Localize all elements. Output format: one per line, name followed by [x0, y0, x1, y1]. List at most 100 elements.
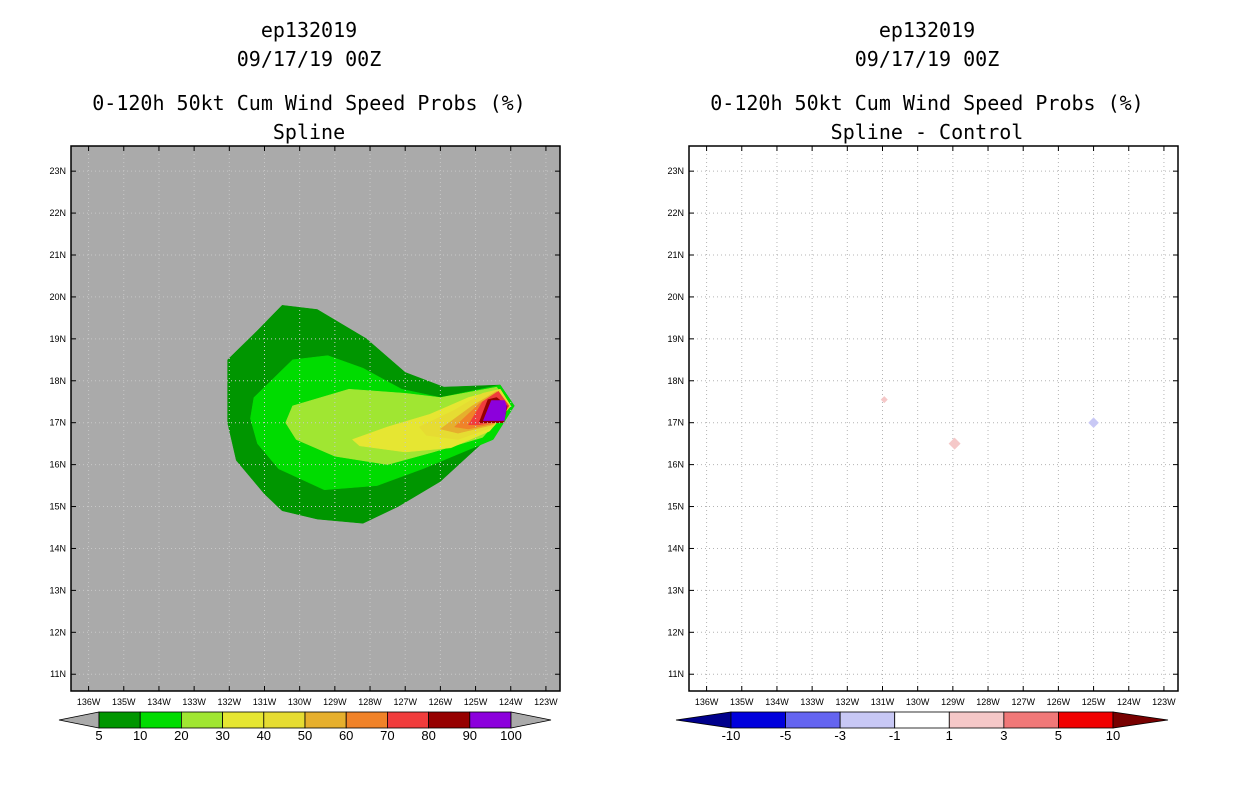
colorbar-swatch	[180, 711, 223, 729]
y-tick-label: 12N	[49, 627, 66, 637]
colorbar-swatch	[345, 711, 388, 729]
colorbar-label: 60	[339, 728, 353, 743]
x-tick-label: 130W	[288, 697, 312, 707]
y-tick-label: 21N	[49, 250, 66, 260]
colorbar-swatch	[785, 711, 841, 729]
y-tick-label: 16N	[49, 460, 66, 470]
y-tick-label: 13N	[49, 585, 66, 595]
plot-panel-left: 136W 135W 134W 133W 132W 131W 130W 129W 128W 127W…	[49, 145, 561, 707]
colorbar-label: -5	[780, 728, 792, 743]
colorbar-label: 30	[215, 728, 229, 743]
y-tick-label: 23N	[49, 166, 66, 176]
right-title-method: Spline - Control	[830, 120, 1024, 144]
colorbar-swatch	[948, 711, 1005, 729]
right-title-id: ep132019	[878, 18, 976, 42]
left-title-id: ep132019	[260, 18, 358, 42]
left-title-product: 0-120h 50kt Cum Wind Speed Probs (%)	[92, 91, 526, 115]
colorbar-swatch	[1058, 711, 1114, 729]
x-tick-label: 127W	[1011, 697, 1035, 707]
diff-marker	[948, 437, 961, 450]
colorbar-swatch	[139, 711, 182, 729]
y-tick-label: 22N	[667, 208, 684, 218]
left-title-method: Spline	[272, 120, 346, 144]
y-tick-label: 11N	[668, 669, 684, 679]
plot-frame	[688, 145, 1179, 692]
y-tick-label: 17N	[667, 418, 684, 428]
colorbar-swatch	[1003, 711, 1059, 729]
x-tick-label: 129W	[941, 697, 965, 707]
y-tick-label: 20N	[49, 292, 66, 302]
y-tick-label: 14N	[667, 543, 684, 553]
colorbar-label: -3	[834, 728, 846, 743]
y-tick-label: 14N	[49, 543, 66, 553]
x-tick-label: 136W	[695, 697, 719, 707]
colorbar-label: 1	[946, 728, 953, 743]
x-tick-label: 131W	[253, 697, 277, 707]
x-tick-label: 126W	[1047, 697, 1071, 707]
colorbar-label: 10	[133, 728, 147, 743]
colorbar-swatch	[98, 711, 141, 729]
x-tick-label: 133W	[182, 697, 206, 707]
colorbar-swatch	[263, 711, 306, 729]
colorbar-label: 3	[1000, 728, 1007, 743]
colorbar-swatch	[428, 711, 471, 729]
colorbar-swatch	[386, 711, 429, 729]
x-tick-label: 136W	[77, 697, 101, 707]
colorbar-high-end	[1112, 711, 1169, 729]
y-tick-label: 15N	[49, 502, 66, 512]
x-tick-label: 125W	[1082, 697, 1106, 707]
colorbar-label: 5	[95, 728, 102, 743]
x-tick-label: 123W	[534, 697, 558, 707]
x-tick-label: 127W	[393, 697, 417, 707]
contour-90	[482, 400, 507, 421]
right-title-product: 0-120h 50kt Cum Wind Speed Probs (%)	[710, 91, 1144, 115]
y-tick-label: 17N	[49, 418, 66, 428]
colorbar-swatch	[304, 711, 347, 729]
y-tick-label: 11N	[50, 669, 66, 679]
colorbar-high-end	[510, 711, 552, 729]
colorbar-label: 10	[1106, 728, 1120, 743]
colorbar-right: -10 -5 -3 -1 1 3 5 10	[675, 711, 1169, 743]
colorbar-swatch	[730, 711, 786, 729]
colorbar-label: 20	[174, 728, 188, 743]
y-tick-label: 16N	[667, 460, 684, 470]
y-tick-label: 19N	[667, 334, 684, 344]
x-tick-label: 129W	[323, 697, 347, 707]
colorbar-label: 50	[298, 728, 312, 743]
y-tick-label: 18N	[49, 376, 66, 386]
colorbar-left: 5 10 20 30 40 50 60 70 80 90 100	[58, 711, 552, 743]
x-tick-label: 135W	[112, 697, 136, 707]
colorbar-label: 100	[500, 728, 522, 743]
colorbar-label: 40	[257, 728, 271, 743]
colorbar-swatch	[839, 711, 896, 729]
colorbar-swatch	[469, 711, 512, 729]
x-tick-label: 126W	[429, 697, 453, 707]
y-tick-label: 20N	[667, 292, 684, 302]
x-tick-label: 132W	[836, 697, 860, 707]
y-tick-label: 19N	[49, 334, 66, 344]
plot-frame	[70, 145, 561, 692]
y-tick-label: 22N	[49, 208, 66, 218]
x-tick-label: 123W	[1152, 697, 1176, 707]
right-title-date: 09/17/19 00Z	[854, 47, 1000, 71]
x-tick-label: 130W	[906, 697, 930, 707]
x-tick-label: 124W	[1117, 697, 1141, 707]
x-tick-label: 128W	[358, 697, 382, 707]
y-tick-label: 15N	[667, 502, 684, 512]
y-tick-label: 23N	[667, 166, 684, 176]
colorbar-label: 5	[1055, 728, 1062, 743]
x-tick-label: 132W	[218, 697, 242, 707]
x-tick-label: 135W	[730, 697, 754, 707]
colorbar-label: -1	[889, 728, 901, 743]
colorbar-low-end	[58, 711, 100, 729]
x-tick-label: 133W	[800, 697, 824, 707]
plot-area	[689, 146, 1178, 691]
colorbar-swatch	[222, 711, 265, 729]
colorbar-label: 80	[421, 728, 435, 743]
x-tick-label: 128W	[976, 697, 1000, 707]
colorbar-label: 90	[463, 728, 477, 743]
diff-marker	[880, 396, 888, 404]
y-tick-label: 18N	[667, 376, 684, 386]
colorbar-low-end	[675, 711, 732, 729]
